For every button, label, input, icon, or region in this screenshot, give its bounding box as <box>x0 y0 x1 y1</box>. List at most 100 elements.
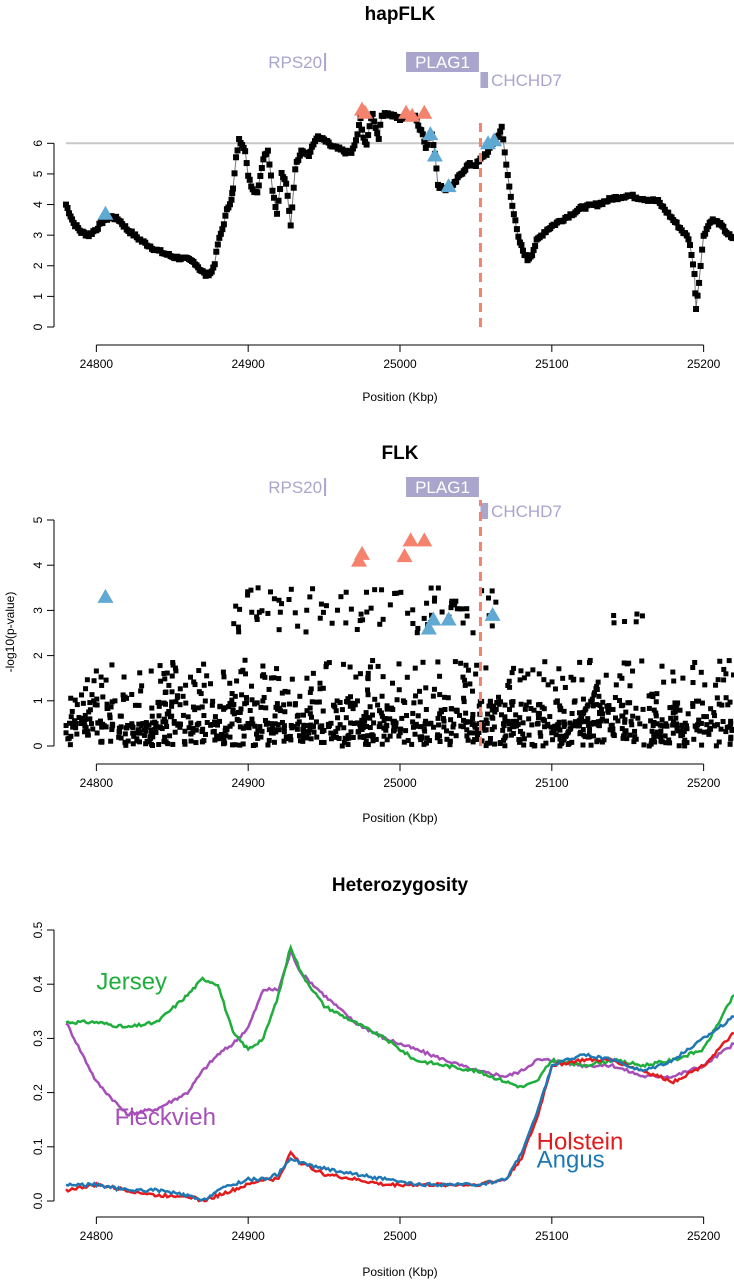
flk-point <box>415 713 421 719</box>
flk-point <box>230 707 236 713</box>
flk-point <box>557 703 563 709</box>
flk-point <box>194 722 200 728</box>
hapflk-point <box>348 149 355 156</box>
flk-point <box>579 713 585 719</box>
flk-point <box>326 723 332 729</box>
x-tick-label: 25000 <box>383 357 417 371</box>
hapflk-point <box>363 141 370 148</box>
flk-point <box>335 725 341 731</box>
flk-point <box>227 680 233 686</box>
flk-point <box>361 733 367 739</box>
flk-point <box>265 720 271 726</box>
flk-point <box>505 718 511 724</box>
flk-point <box>652 739 658 745</box>
flk-point <box>670 669 676 675</box>
hapflk-point <box>267 172 274 179</box>
hapflk-point <box>274 210 281 217</box>
flk-point <box>201 713 207 719</box>
y-tick-label: 6 <box>31 140 45 147</box>
blue-triangle <box>420 620 437 635</box>
hapflk-point <box>354 131 361 138</box>
flk-point <box>274 666 280 672</box>
flk-point <box>85 732 91 738</box>
flk-point <box>490 715 496 721</box>
hapflk-point <box>275 197 282 204</box>
flk-point <box>212 719 218 725</box>
flk-point <box>171 718 177 724</box>
flk-point <box>517 715 523 721</box>
flk-point <box>648 693 654 699</box>
flk-point <box>372 696 378 702</box>
flk-point <box>368 605 374 611</box>
flk-point <box>321 739 327 745</box>
flk-point <box>605 709 611 715</box>
panel-flk: FLK Position (Kbp) -log10(p-value) RPS20… <box>3 443 734 825</box>
flk-point <box>576 717 582 723</box>
flk-point <box>130 730 136 736</box>
flk-point <box>526 699 532 705</box>
hapflk-point <box>693 306 700 313</box>
flk-point <box>246 725 252 731</box>
flk-point <box>331 732 337 738</box>
hapflk-point <box>263 150 270 157</box>
flk-point <box>549 730 555 736</box>
flk-point <box>495 694 501 700</box>
panel-hapflk: hapFLK Position (Kbp) RPS20 PLAG1 CHCHD7 2… <box>31 4 734 404</box>
flk-point <box>274 727 280 733</box>
flk-point <box>139 683 145 689</box>
flk-point <box>328 736 334 742</box>
flk-point <box>369 712 375 718</box>
hapflk-point <box>266 161 273 168</box>
flk-point <box>90 726 96 732</box>
hapflk-point <box>64 204 71 211</box>
flk-point <box>132 702 138 708</box>
flk-point <box>248 587 254 593</box>
flk-point <box>129 724 135 730</box>
flk-point <box>580 696 586 702</box>
flk-point <box>295 721 301 727</box>
flk-point <box>451 721 457 727</box>
x-tick-label: 25000 <box>383 1229 417 1243</box>
flk-point <box>464 733 470 739</box>
flk-point <box>685 711 691 717</box>
flk-point <box>625 700 631 706</box>
flk-point <box>726 658 732 664</box>
flk-point <box>341 725 347 731</box>
flk-point <box>712 723 718 729</box>
flk-point <box>144 722 150 728</box>
hapflk-point <box>216 234 223 241</box>
hapflk-point <box>228 196 235 203</box>
flk-point <box>276 727 282 733</box>
flk-point <box>509 702 515 708</box>
flk-point <box>177 724 183 730</box>
flk-point <box>140 721 146 727</box>
flk-point <box>594 687 600 693</box>
hapflk-point <box>513 226 520 233</box>
flk-point <box>612 695 618 701</box>
flk-point <box>156 703 162 709</box>
flk-point <box>601 737 607 743</box>
flk-point <box>658 728 664 734</box>
flk-point <box>232 742 238 748</box>
flk-point <box>483 665 489 671</box>
flk-point <box>500 727 506 733</box>
flk-point <box>170 660 176 666</box>
x-tick-label: 25200 <box>687 776 721 790</box>
flk-point <box>716 739 722 745</box>
flk-point <box>388 706 394 712</box>
flk-point <box>80 700 86 706</box>
flk-point <box>163 689 169 695</box>
series-line-fleckvieh <box>65 946 734 1117</box>
flk-point <box>275 706 281 712</box>
flk-point <box>236 709 242 715</box>
flk-point <box>167 714 173 720</box>
flk-point <box>199 728 205 734</box>
flk-point <box>259 608 265 614</box>
flk-point <box>640 706 646 712</box>
flk-point <box>169 689 175 695</box>
flk-point <box>256 609 262 615</box>
flk-point <box>472 737 478 743</box>
hapflk-point <box>510 211 517 218</box>
flk-point <box>483 717 489 723</box>
flk-point <box>561 723 567 729</box>
